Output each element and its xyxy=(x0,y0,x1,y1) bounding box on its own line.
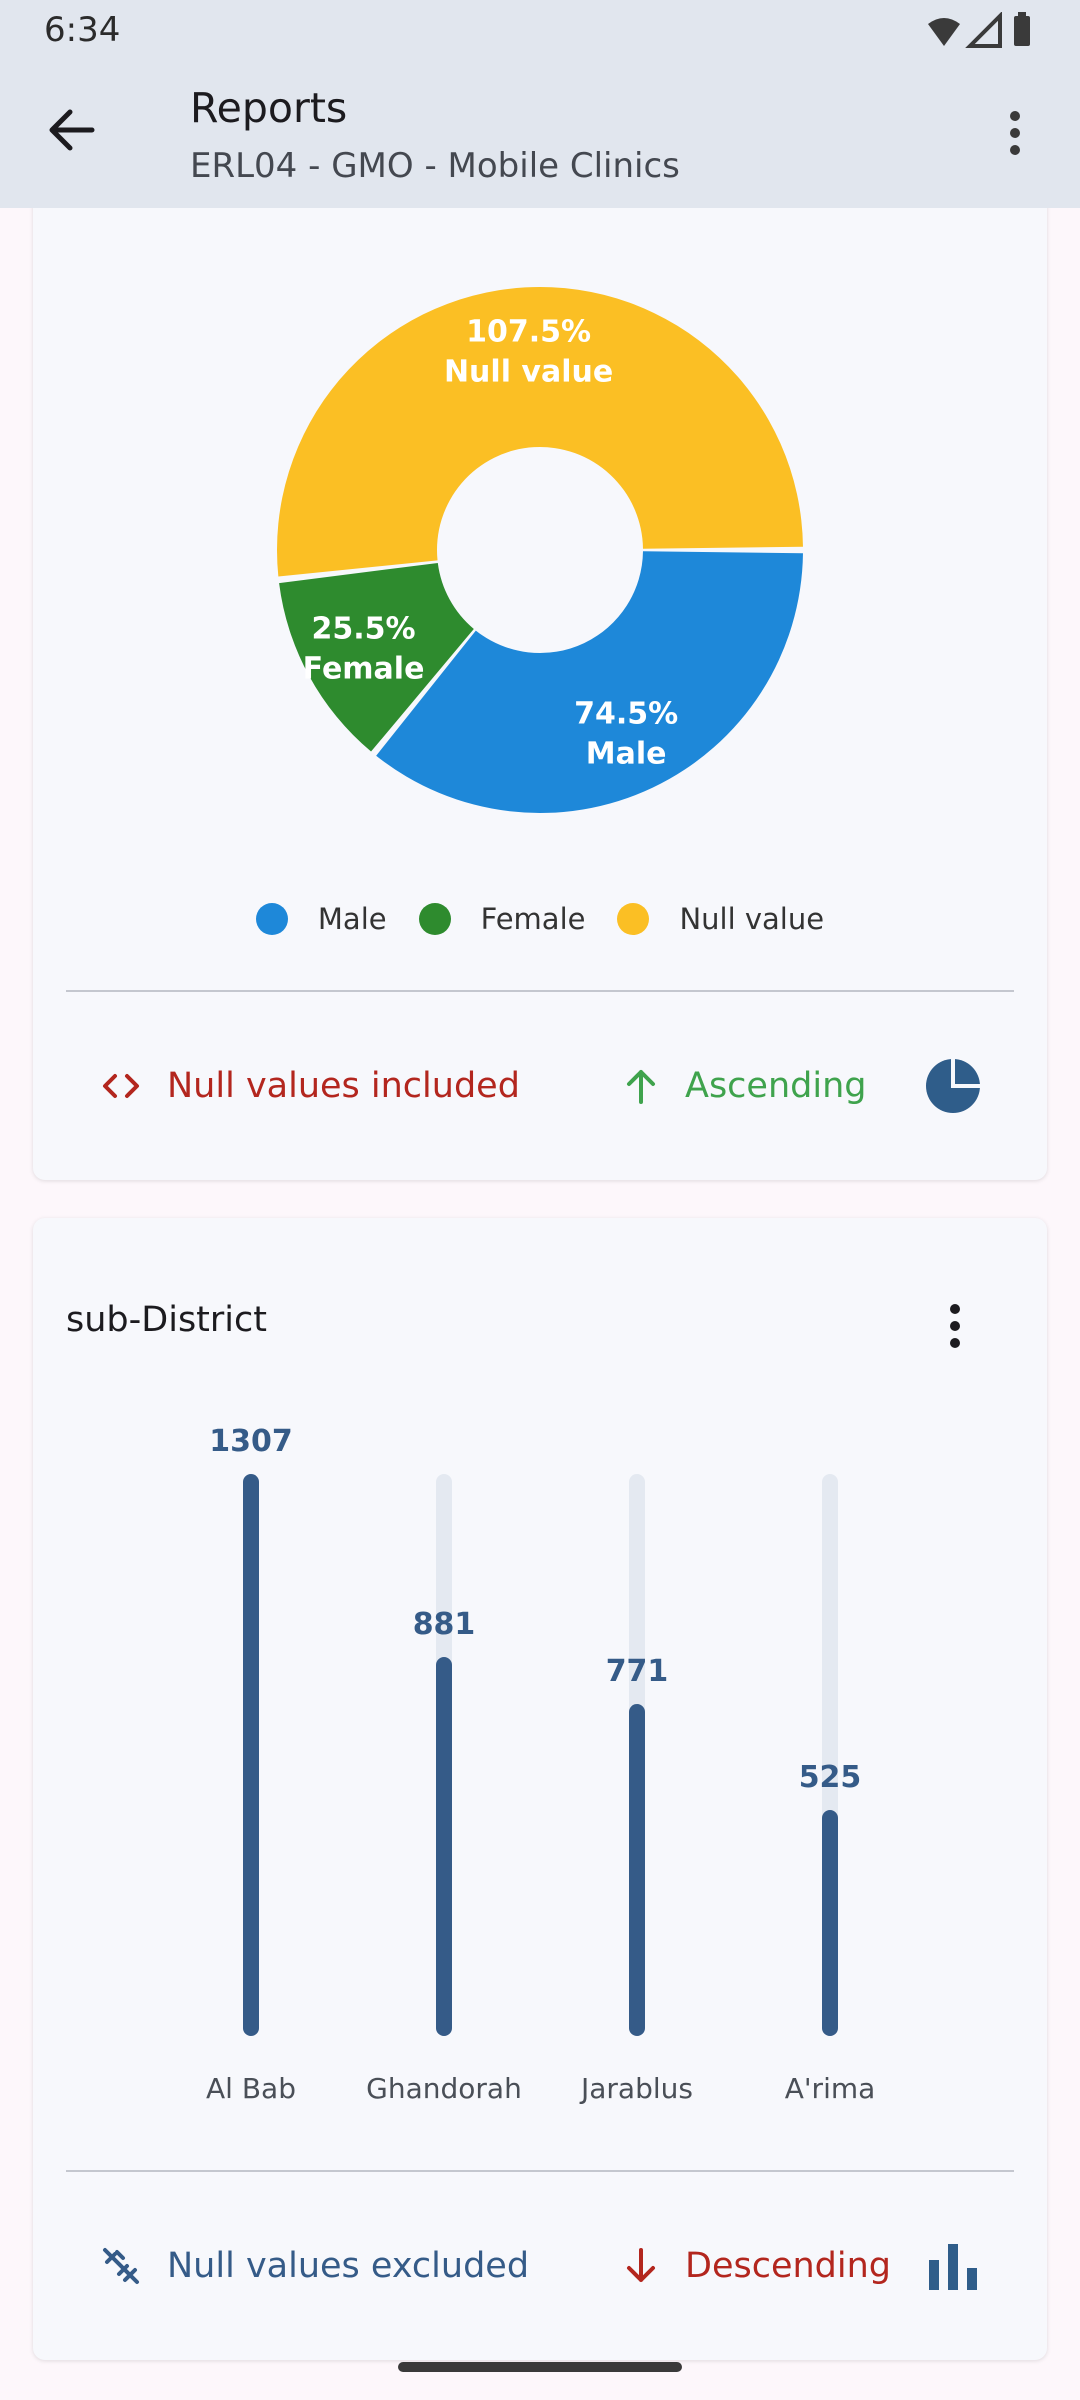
divider xyxy=(66,990,1014,992)
donut-name-label: Male xyxy=(586,737,667,772)
wifi-icon xyxy=(928,18,960,46)
legend-dot-female xyxy=(418,903,451,935)
bar-category-label: A'rima xyxy=(784,2072,876,2105)
chart-options-row: Null values included Ascending xyxy=(33,1050,1047,1130)
page-subtitle: ERL04 - GMO - Mobile Clinics xyxy=(190,146,680,186)
sort-order-toggle[interactable]: Ascending xyxy=(619,1064,866,1108)
card-more-vert-icon[interactable] xyxy=(943,1302,967,1352)
bar-value-label: 771 xyxy=(605,1654,669,1690)
bar-category-label: Ghandorah xyxy=(366,2072,522,2105)
donut-pct-label: 25.5% xyxy=(312,611,416,646)
null-values-label: Null values excluded xyxy=(167,2246,530,2286)
bar-category-label: Jarablus xyxy=(581,2072,693,2105)
bar-a-rima[interactable] xyxy=(822,1810,838,2036)
null-values-label: Null values included xyxy=(167,1066,520,1106)
back-arrow-icon[interactable] xyxy=(42,100,102,160)
pie-chart-icon[interactable] xyxy=(923,1056,983,1116)
arrow-down-icon xyxy=(627,2248,655,2282)
chart-legend: Male Female Null value xyxy=(33,902,1047,936)
bar-al-bab[interactable] xyxy=(243,1474,259,2036)
home-indicator[interactable] xyxy=(398,2362,682,2372)
status-time: 6:34 xyxy=(44,10,121,50)
legend-dot-null xyxy=(617,903,650,935)
null-values-toggle[interactable]: Null values included xyxy=(99,1064,520,1108)
legend-label-female: Female xyxy=(480,902,586,936)
arrow-up-icon xyxy=(627,1070,655,1104)
donut-name-label: Female xyxy=(303,651,425,686)
divider xyxy=(66,2170,1014,2172)
legend-dot-male xyxy=(255,903,288,935)
battery-icon xyxy=(1014,16,1030,46)
chart-options-row: Null values excluded Descending xyxy=(33,2230,1047,2310)
donut-pct-label: 74.5% xyxy=(574,697,678,732)
status-icons xyxy=(928,12,1030,48)
gender-chart-card: 74.5% Male 25.5% Female 107.5% Null value Mal… xyxy=(33,150,1047,1180)
donut-slice-null-value[interactable] xyxy=(276,286,803,577)
donut-slice-female[interactable] xyxy=(279,562,474,752)
page-title: Reports xyxy=(190,84,348,132)
bar-chart: 1307 Al Bab 881 Ghandorah 771 Jarablus 525 A'ri… xyxy=(33,1218,1047,2218)
legend-item-female: Female xyxy=(418,902,586,936)
app-bar: 6:34 Reports ERL04 - GMO - Mobile Clinic… xyxy=(0,0,1080,208)
sort-order-label: Ascending xyxy=(685,1066,867,1106)
signal-icon xyxy=(965,12,1002,48)
bar-ghandorah[interactable] xyxy=(436,1657,452,2036)
bar-chart-icon[interactable] xyxy=(923,2236,983,2296)
donut-chart: 74.5% Male 25.5% Female 107.5% Null value xyxy=(276,286,803,813)
card-title: sub-District xyxy=(66,1300,267,1340)
legend-item-male: Male xyxy=(255,902,387,936)
legend-item-null: Null value xyxy=(617,902,824,936)
bar-category-label: Al Bab xyxy=(206,2072,296,2105)
code-brackets-icon xyxy=(103,1074,139,1098)
legend-label-null: Null value xyxy=(679,902,825,936)
donut-slice-male[interactable] xyxy=(376,551,803,813)
sort-order-label: Descending xyxy=(685,2246,892,2286)
null-values-toggle[interactable]: Null values excluded xyxy=(99,2244,529,2288)
bar-value-label: 1307 xyxy=(209,1424,293,1459)
sub-district-chart-card: sub-District 1307 Al Bab 881 Ghandorah 771 Ja… xyxy=(33,1218,1047,2360)
donut-pct-label: 107.5% xyxy=(466,314,591,349)
link-off-icon xyxy=(103,2248,139,2284)
donut-name-label: Null value xyxy=(444,354,613,389)
bar-value-label: 881 xyxy=(412,1607,476,1643)
bar-value-label: 525 xyxy=(798,1760,862,1796)
legend-label-male: Male xyxy=(317,902,387,936)
more-vert-icon[interactable] xyxy=(1000,108,1030,158)
bar-jarablus[interactable] xyxy=(629,1704,645,2036)
sort-order-toggle[interactable]: Descending xyxy=(619,2244,891,2288)
